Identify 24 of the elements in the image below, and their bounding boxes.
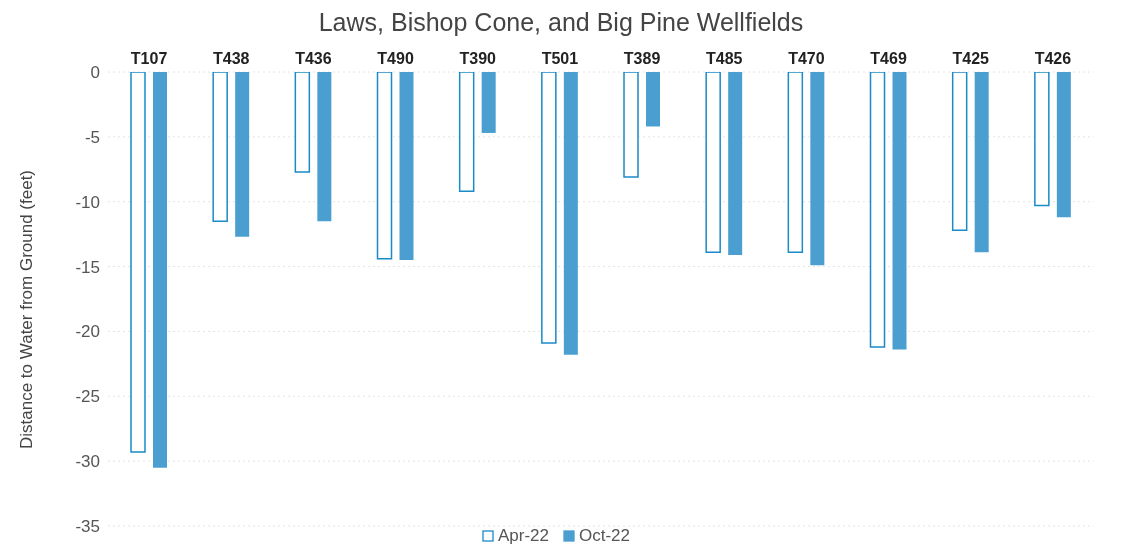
- x-tick-label: T436: [295, 50, 332, 67]
- y-tick-label: -35: [75, 517, 100, 537]
- x-tick-label: T389: [623, 50, 661, 67]
- x-tick-label: T390: [459, 50, 497, 67]
- y-axis-title: Distance to Water from Ground (feet): [17, 169, 37, 449]
- x-tick-label: T470: [788, 50, 825, 67]
- x-tick-label: T501: [541, 50, 579, 67]
- y-tick-label: -30: [75, 452, 100, 472]
- x-tick-label: T425: [952, 50, 990, 67]
- y-tick-label: -20: [75, 322, 100, 342]
- chart-title: Laws, Bishop Cone, and Big Pine Wellfields: [317, 8, 805, 38]
- y-tick-label: -25: [75, 387, 100, 407]
- x-tick-label: T438: [213, 50, 250, 67]
- x-tick-label: T490: [377, 50, 414, 67]
- y-tick-label: -5: [84, 127, 100, 147]
- x-tick-label: T107: [130, 50, 168, 67]
- legend-label: Oct-22: [579, 526, 631, 546]
- x-tick-label: T485: [706, 50, 743, 67]
- legend-label: Apr-22: [497, 526, 549, 546]
- x-tick-label: T469: [870, 50, 907, 67]
- x-tick-label: T426: [1034, 50, 1072, 67]
- y-tick-label: -10: [75, 192, 100, 212]
- y-tick-label: 0: [90, 63, 100, 83]
- y-tick-label: -15: [75, 257, 100, 277]
